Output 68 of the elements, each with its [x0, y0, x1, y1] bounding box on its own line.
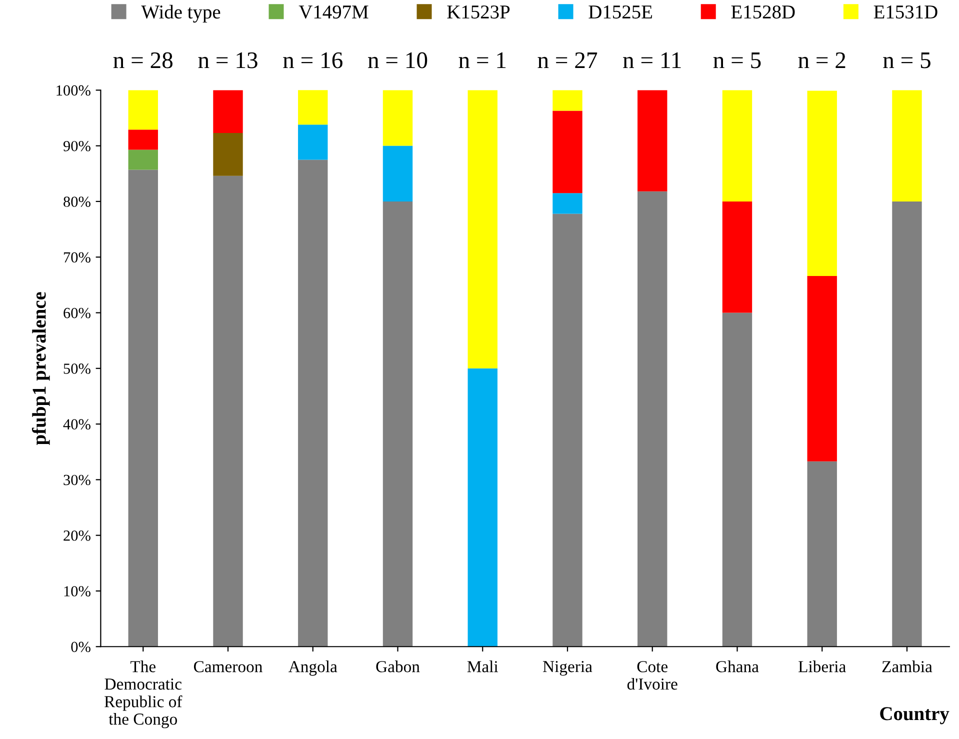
- bar: [807, 276, 837, 462]
- bar: [552, 214, 582, 647]
- legend-label: E1528D: [731, 5, 795, 19]
- text: n = 1: [458, 52, 506, 68]
- text: n = 13: [198, 52, 258, 68]
- legend-label: D1525E: [588, 6, 652, 19]
- y-tick-label: 60%: [64, 308, 90, 318]
- bar: [382, 90, 413, 146]
- x-tick-label: Cameroon: [194, 661, 262, 672]
- y-axis-title: pfubp1 prevalence: [32, 292, 50, 445]
- text: n = 10: [368, 52, 428, 68]
- bar: [298, 90, 328, 125]
- text: n = 16: [283, 52, 342, 68]
- x-tick-label: Ghana: [716, 660, 759, 672]
- x-axis-title: Country: [880, 707, 950, 724]
- x-tick-label: Nigeria: [542, 661, 592, 676]
- bar: [722, 90, 752, 202]
- y-tick-label: 80%: [64, 196, 90, 207]
- x-tick-label: Liberia: [798, 660, 846, 672]
- bar: [298, 124, 328, 160]
- bar: [638, 90, 668, 192]
- y-tick-label: 30%: [64, 474, 90, 486]
- x-tick-label: Zambia: [882, 660, 932, 672]
- text: n = 5: [713, 52, 761, 68]
- y-tick-label: 70%: [64, 252, 90, 263]
- y-tick-label: 10%: [64, 586, 90, 596]
- text: n = 11: [623, 52, 681, 68]
- text: n = 27: [538, 52, 598, 68]
- y-tick-label: 50%: [64, 364, 90, 374]
- legend-label: Wide type: [141, 4, 220, 23]
- bar: [128, 150, 158, 170]
- bar: [807, 90, 837, 276]
- bar: [213, 133, 243, 176]
- bar: [213, 90, 243, 134]
- bar: [128, 170, 158, 647]
- x-tick-label: Gabon: [376, 660, 420, 672]
- bar: [722, 312, 752, 647]
- x-tick-label: Angola: [288, 660, 338, 676]
- bar: [382, 201, 413, 647]
- legend-label: E1531D: [874, 6, 938, 19]
- x-tick-label: Cote d'Ivoire: [627, 661, 678, 690]
- bar: [552, 90, 582, 111]
- x-tick-label: Mali: [467, 660, 498, 672]
- bar: [128, 130, 158, 150]
- bar: [552, 193, 582, 214]
- bar: [298, 160, 328, 647]
- bar: [892, 201, 922, 647]
- legend-label: V1497M: [298, 6, 368, 19]
- bar: [638, 191, 668, 647]
- bar: [892, 90, 922, 202]
- y-tick-label: 0%: [71, 642, 90, 652]
- legend-label: K1523P: [447, 6, 510, 19]
- bar: [807, 461, 837, 647]
- text: n = 28: [113, 52, 172, 68]
- bar: [213, 176, 243, 647]
- text: n = 5: [883, 52, 930, 68]
- y-tick-label: 40%: [63, 419, 90, 430]
- bar: [128, 90, 158, 130]
- bar: [382, 146, 413, 202]
- bar: [468, 90, 498, 368]
- y-tick-label: 20%: [64, 530, 90, 541]
- bar: [722, 201, 752, 313]
- x-tick-label: The Democratic Republic of the Congo: [104, 660, 182, 728]
- text: n = 2: [798, 52, 846, 68]
- bar: [552, 110, 582, 194]
- bar: [468, 368, 498, 647]
- y-tick-label: 100%: [56, 85, 90, 96]
- y-tick-label: 90%: [63, 140, 90, 152]
